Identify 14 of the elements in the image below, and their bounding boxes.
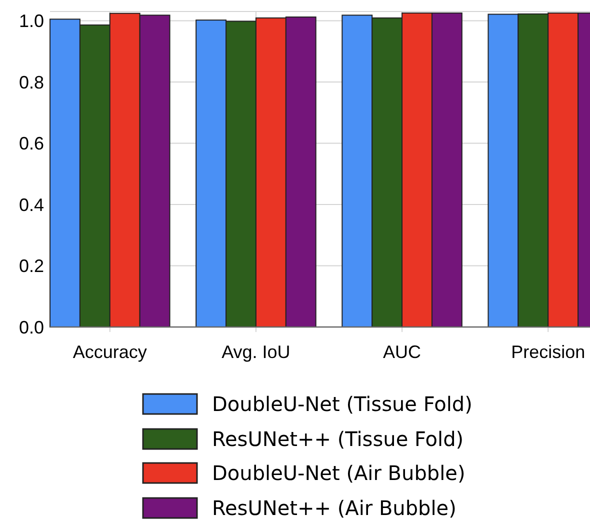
y-tick-label: 0.0 (18, 317, 44, 338)
y-tick-label: 0.2 (18, 256, 44, 276)
y-tick-label: 1.0 (18, 10, 44, 31)
y-tick-label: 0.8 (18, 72, 44, 92)
y-tick-label: 0.4 (18, 194, 44, 215)
x-tick-label: Avg. IoU (222, 342, 290, 362)
legend-label: ResUNet++ (Tissue Fold) (212, 427, 464, 451)
x-tick-label: Accuracy (72, 342, 147, 362)
legend-label: DoubleU-Net (Tissue Fold) (212, 392, 472, 416)
x-tick-label: AUC (383, 342, 422, 362)
legend-label: DoubleU-Net (Air Bubble) (212, 461, 466, 485)
y-tick-label: 0.6 (18, 134, 44, 154)
x-tick-label: Precision (511, 342, 586, 362)
legend-label: ResUNet++ (Air Bubble) (212, 496, 456, 520)
